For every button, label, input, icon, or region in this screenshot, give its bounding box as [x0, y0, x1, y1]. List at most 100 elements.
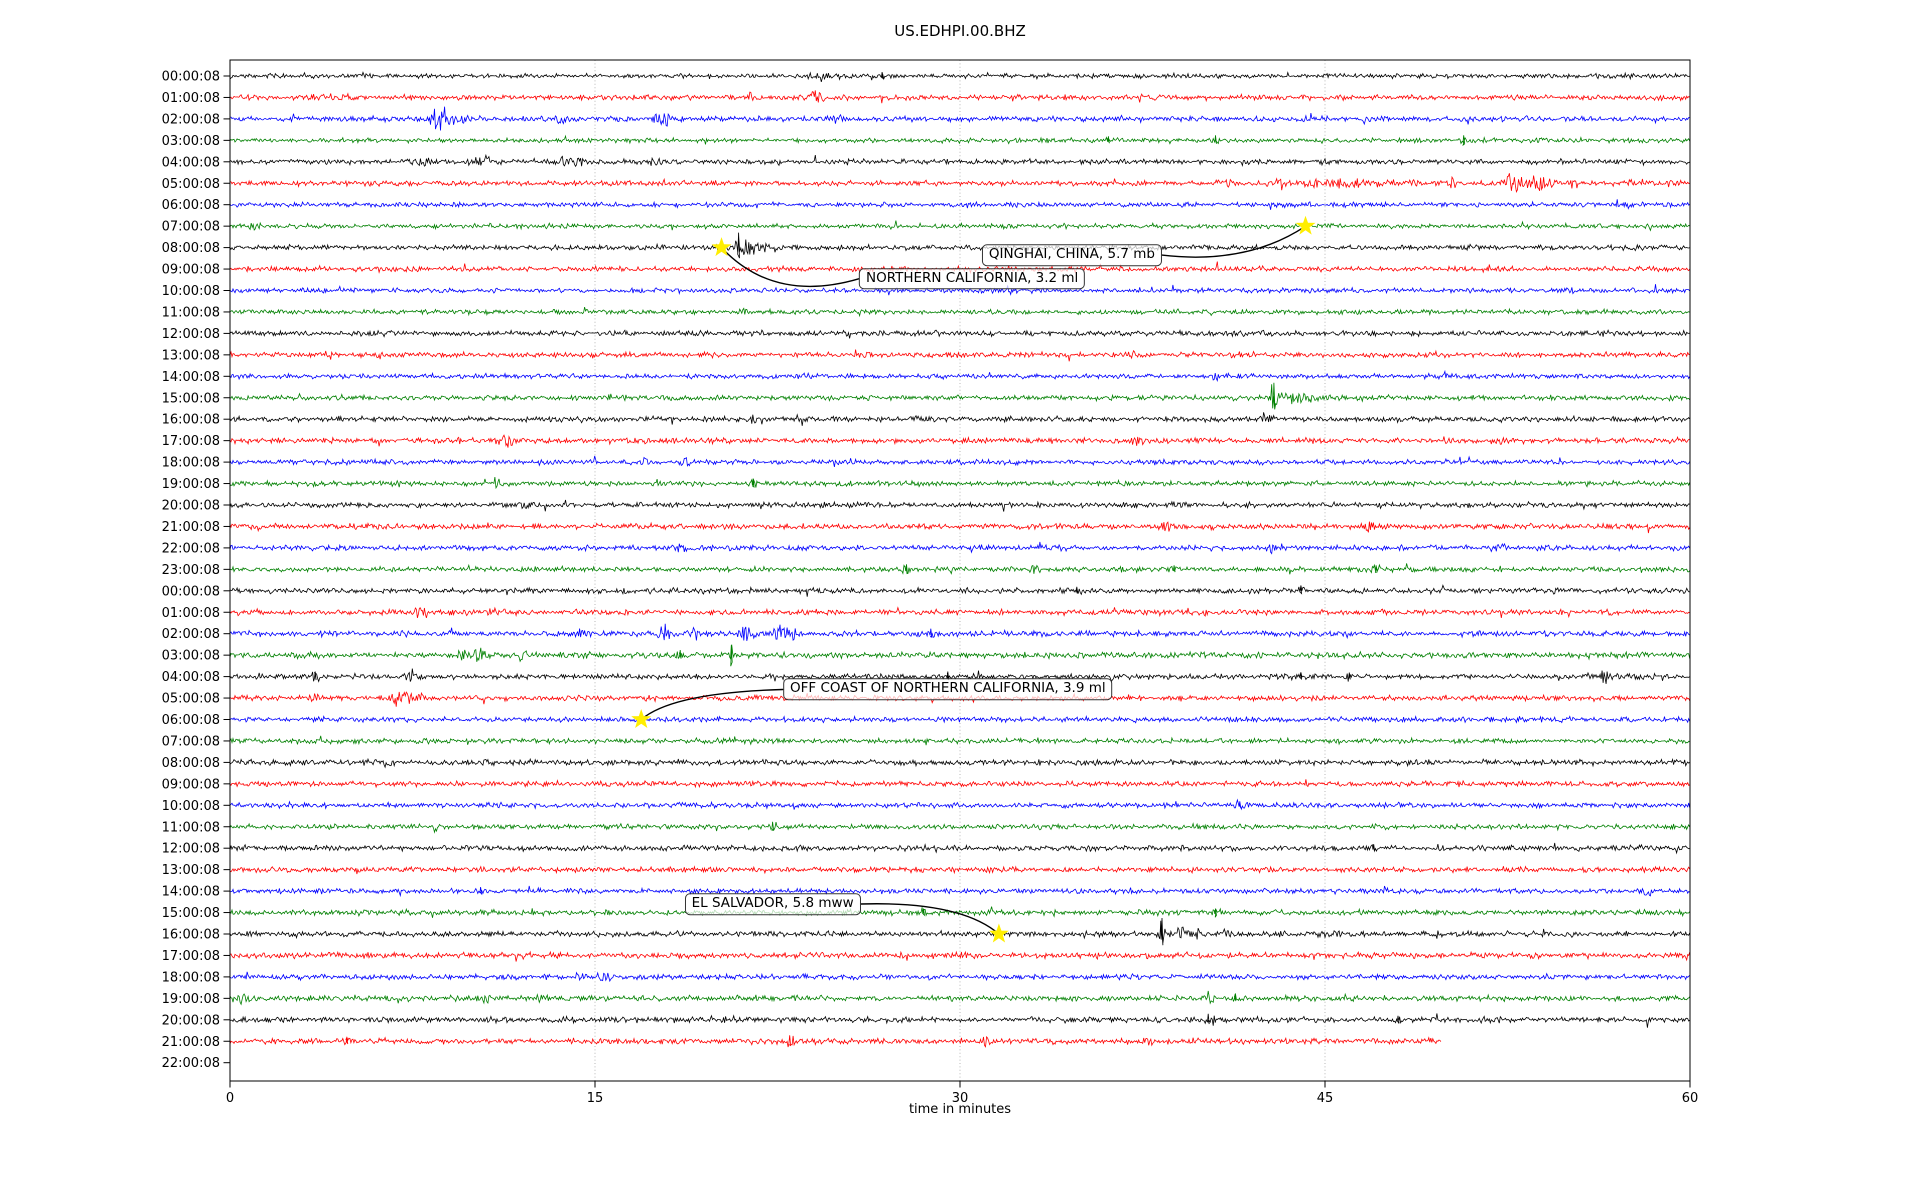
event-markers: [631, 215, 1316, 943]
y-tick-label: 17:00:08: [162, 949, 220, 964]
y-tick-label: 08:00:08: [162, 756, 220, 771]
y-tick-label: 03:00:08: [162, 134, 220, 149]
trace-row-20: [229, 499, 1690, 512]
y-tick-label: 02:00:08: [162, 112, 220, 127]
x-tick-label-15: 15: [587, 1091, 604, 1106]
y-tick-label: 18:00:08: [162, 970, 220, 985]
event-star-icon: [711, 237, 732, 257]
y-tick-label: 11:00:08: [162, 305, 220, 320]
trace-row-38: [229, 885, 1690, 898]
trace-row-26: [229, 623, 1690, 642]
trace-row-16: [229, 412, 1691, 426]
y-tick-label: 10:00:08: [162, 799, 220, 814]
plot-title: US.EDHPI.00.BHZ: [894, 22, 1026, 40]
trace-row-17: [229, 434, 1690, 448]
x-tick-label-30: 30: [952, 1091, 969, 1106]
event-star-icon: [631, 709, 652, 728]
trace-row-0: [229, 71, 1690, 82]
event-star-icon: [988, 923, 1009, 943]
trace-row-3: [229, 134, 1691, 147]
trace-row-8: [229, 232, 1690, 259]
y-tick-label: 01:00:08: [162, 606, 220, 621]
trace-row-31: [229, 735, 1690, 746]
event-star-icon: [1295, 215, 1316, 235]
y-tick-label: 01:00:08: [162, 91, 220, 106]
y-tick-label: 23:00:08: [162, 563, 220, 578]
y-tick-label: 08:00:08: [162, 241, 220, 256]
trace-row-35: [229, 821, 1691, 834]
y-tick-label: 05:00:08: [162, 692, 220, 707]
trace-row-33: [229, 779, 1690, 789]
y-tick-label: 06:00:08: [162, 713, 220, 728]
x-tick-label-60: 60: [1682, 1091, 1699, 1106]
x-tick-label-0: 0: [226, 1091, 234, 1106]
y-tick-label: 15:00:08: [162, 906, 220, 921]
y-tick-label: 04:00:08: [162, 155, 220, 170]
y-tick-label: 05:00:08: [162, 177, 220, 192]
trace-row-42: [229, 971, 1690, 983]
trace-row-27: [229, 644, 1691, 667]
y-tick-label: 12:00:08: [162, 327, 220, 342]
trace-row-34: [229, 798, 1691, 811]
trace-row-22: [229, 541, 1691, 555]
trace-row-21: [229, 521, 1691, 534]
y-tick-label: 22:00:08: [162, 1056, 220, 1071]
y-tick-label: 22:00:08: [162, 541, 220, 556]
y-tick-label: 16:00:08: [162, 928, 220, 943]
trace-row-5: [229, 173, 1690, 194]
y-tick-label: 04:00:08: [162, 670, 220, 685]
gridlines: [594, 60, 1326, 1081]
trace-row-45: [229, 1035, 1442, 1048]
y-tick-label: 09:00:08: [162, 777, 220, 792]
event-annotation-box: EL SALVADOR, 5.8 mww: [684, 893, 861, 915]
y-tick-label: 11:00:08: [162, 820, 220, 835]
trace-row-39: [229, 906, 1691, 918]
trace-row-1: [229, 90, 1690, 104]
trace-row-18: [229, 455, 1691, 467]
y-tick-label: 13:00:08: [162, 348, 220, 363]
y-tick-label: 16:00:08: [162, 413, 220, 428]
x-axis: 0 15 30 45 60: [226, 1081, 1698, 1106]
y-tick-label: 02:00:08: [162, 627, 220, 642]
trace-row-41: [229, 950, 1691, 962]
trace-row-4: [229, 153, 1690, 168]
trace-row-2: [230, 106, 1690, 131]
y-tick-label: 21:00:08: [162, 520, 220, 535]
event-annotation-box: OFF COAST OF NORTHERN CALIFORNIA, 3.9 ml: [783, 678, 1113, 701]
y-tick-label: 06:00:08: [162, 198, 220, 213]
y-tick-label: 09:00:08: [162, 263, 220, 278]
y-tick-label: 12:00:08: [162, 842, 220, 857]
y-axis: 00:00:08 01:00:08 02:00:08 03:00:08 04:00:08…: [162, 70, 230, 1071]
trace-row-43: [229, 990, 1691, 1006]
y-tick-label: 00:00:08: [162, 584, 220, 599]
event-annotation-box: QINGHAI, CHINA, 5.7 mb: [981, 244, 1162, 266]
trace-row-37: [229, 865, 1691, 875]
y-tick-label: 07:00:08: [162, 220, 220, 235]
event-arrow: [720, 246, 860, 288]
x-tick-label-45: 45: [1317, 1091, 1334, 1106]
y-tick-label: 19:00:08: [162, 992, 220, 1007]
event-annotation-box: NORTHERN CALIFORNIA, 3.2 ml: [858, 267, 1086, 290]
trace-row-11: [229, 306, 1690, 318]
y-tick-label: 20:00:08: [162, 1013, 220, 1028]
event-arrow: [1161, 225, 1307, 258]
y-tick-label: 00:00:08: [162, 70, 220, 85]
trace-row-40: [229, 917, 1691, 946]
trace-row-12: [229, 328, 1690, 339]
trace-row-30: [229, 714, 1691, 724]
y-tick-label: 15:00:08: [162, 391, 220, 406]
y-tick-label: 20:00:08: [162, 499, 220, 514]
trace-row-36: [229, 842, 1690, 855]
event-arrow: [859, 903, 1000, 935]
trace-row-24: [229, 584, 1690, 597]
trace-row-23: [229, 563, 1690, 575]
y-tick-label: 03:00:08: [162, 649, 220, 664]
y-tick-label: 14:00:08: [162, 370, 220, 385]
trace-row-7: [229, 220, 1690, 232]
trace-row-6: [229, 199, 1690, 210]
trace-row-32: [229, 757, 1690, 769]
x-axis-title: time in minutes: [908, 1102, 1012, 1117]
y-tick-label: 21:00:08: [162, 1035, 220, 1050]
y-tick-label: 10:00:08: [162, 284, 220, 299]
